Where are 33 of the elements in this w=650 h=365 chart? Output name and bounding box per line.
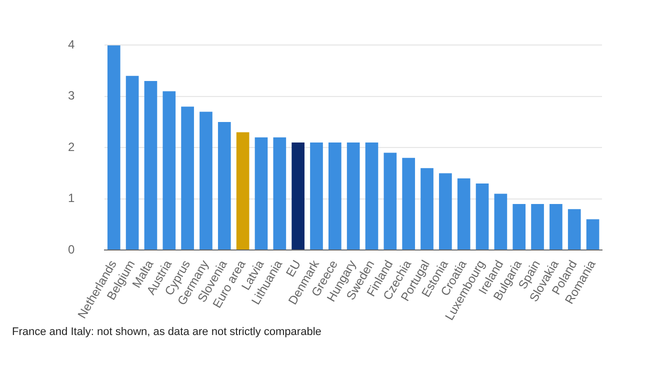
text: France and Italy: not shown, as data are not strictly comparable xyxy=(12,326,322,338)
bar xyxy=(236,132,250,250)
bar xyxy=(346,142,360,250)
y-tick-label: 2 xyxy=(68,140,75,154)
bar xyxy=(144,81,158,250)
bar xyxy=(420,168,434,250)
bar xyxy=(218,122,231,250)
bar xyxy=(512,204,526,250)
bar xyxy=(476,183,489,250)
bar xyxy=(310,142,323,250)
y-tick-label: 4 xyxy=(68,38,75,52)
y-tick-label: 3 xyxy=(68,88,75,103)
y-tick-label: 0 xyxy=(68,242,75,256)
bar xyxy=(550,204,562,250)
bar xyxy=(457,178,470,250)
bar xyxy=(439,173,452,250)
bar xyxy=(162,91,176,250)
bar xyxy=(107,45,120,250)
bar xyxy=(586,219,600,250)
bar xyxy=(531,204,544,250)
bar xyxy=(200,112,212,250)
bar xyxy=(126,76,139,250)
bar xyxy=(181,106,194,250)
bar xyxy=(292,142,304,250)
bar xyxy=(273,137,286,250)
bar xyxy=(254,137,268,250)
bar xyxy=(402,158,416,250)
bar xyxy=(494,194,508,250)
bar xyxy=(365,142,378,250)
bar xyxy=(568,209,581,250)
bar xyxy=(328,142,342,250)
bar xyxy=(384,152,397,250)
y-tick-label: 1 xyxy=(68,191,75,206)
